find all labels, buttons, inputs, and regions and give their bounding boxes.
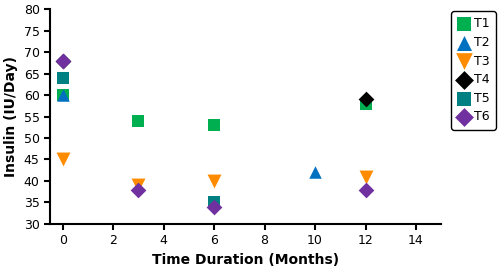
T2 — [59, 93, 67, 97]
T6 — [210, 205, 218, 209]
T3 — [210, 179, 218, 183]
T5 — [210, 200, 218, 205]
T1 — [59, 93, 67, 97]
T1 — [362, 101, 370, 106]
T3 — [59, 157, 67, 162]
T6 — [134, 187, 142, 192]
T2 — [311, 170, 319, 175]
T5 — [59, 76, 67, 80]
T6 — [362, 187, 370, 192]
T1 — [134, 119, 142, 123]
X-axis label: Time Duration (Months): Time Duration (Months) — [152, 253, 339, 267]
T3 — [362, 175, 370, 179]
T4 — [59, 59, 67, 63]
T1 — [210, 123, 218, 127]
T3 — [134, 183, 142, 187]
T4 — [362, 97, 370, 102]
Legend: T1, T2, T3, T4, T5, T6: T1, T2, T3, T4, T5, T6 — [452, 11, 496, 130]
T6 — [59, 59, 67, 63]
Y-axis label: Insulin (IU/Day): Insulin (IU/Day) — [4, 56, 18, 177]
